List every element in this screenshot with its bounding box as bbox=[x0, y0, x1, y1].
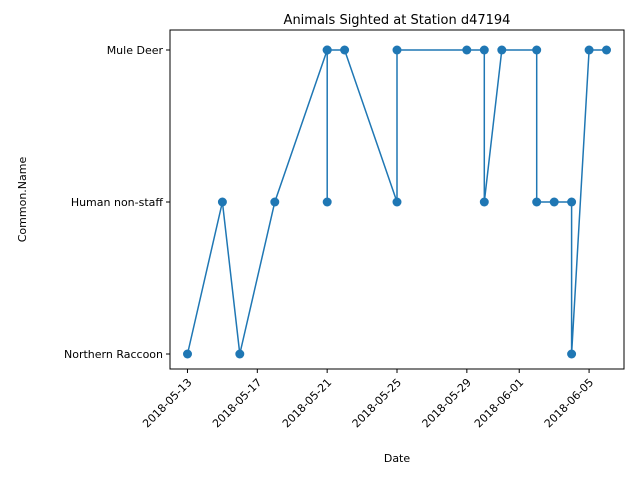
data-point bbox=[497, 45, 507, 55]
data-point bbox=[567, 349, 577, 359]
x-tick-label: 2018-05-21 bbox=[280, 376, 334, 430]
x-axis-label: Date bbox=[384, 452, 411, 465]
x-tick-label: 2018-05-29 bbox=[420, 376, 474, 430]
data-point bbox=[322, 197, 332, 207]
data-point bbox=[183, 349, 192, 359]
data-point bbox=[322, 45, 332, 55]
y-axis-label: Common.Name bbox=[16, 157, 29, 243]
chart-title: Animals Sighted at Station d47194 bbox=[284, 13, 511, 28]
y-tick-label: Northern Raccoon bbox=[64, 348, 163, 361]
x-tick-label: 2018-06-05 bbox=[542, 376, 596, 430]
series-layer bbox=[183, 45, 611, 359]
data-point bbox=[392, 45, 402, 55]
data-point bbox=[462, 45, 472, 55]
data-point bbox=[584, 45, 594, 55]
data-point bbox=[549, 197, 559, 207]
x-tick-label: 2018-05-25 bbox=[350, 376, 404, 430]
data-point bbox=[270, 197, 280, 207]
data-point bbox=[479, 45, 489, 55]
y-axis: Northern Raccoon Human non-staff Mule Deer bbox=[64, 44, 170, 361]
x-tick-label: 2018-05-13 bbox=[140, 376, 194, 430]
x-tick-label: 2018-06-01 bbox=[472, 376, 526, 430]
data-point bbox=[217, 197, 227, 207]
data-point bbox=[532, 45, 542, 55]
y-tick-label: Human non-staff bbox=[71, 196, 164, 209]
data-point bbox=[532, 197, 542, 207]
x-tick-label: 2018-05-17 bbox=[210, 376, 264, 430]
x-axis: 2018-05-13 2018-05-17 2018-05-21 2018-05-25… bbox=[140, 369, 596, 430]
data-point bbox=[340, 45, 350, 55]
data-point bbox=[567, 197, 577, 207]
data-point bbox=[392, 197, 402, 207]
data-point bbox=[479, 197, 489, 207]
data-point bbox=[602, 45, 611, 55]
data-point bbox=[235, 349, 245, 359]
y-tick-label: Mule Deer bbox=[107, 44, 164, 57]
